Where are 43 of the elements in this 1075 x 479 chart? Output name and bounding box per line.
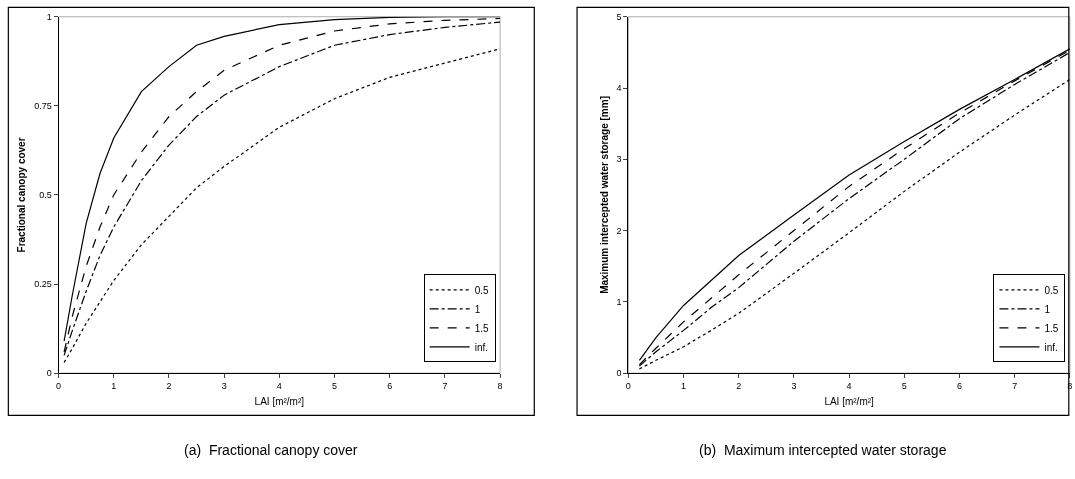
x-tick-label: 0 — [625, 380, 631, 391]
y-tick-label: 0.25 — [34, 279, 52, 290]
legend-label: 1.5 — [1044, 322, 1059, 334]
y-tick-label: 0 — [46, 368, 52, 379]
x-tick-label: 1 — [111, 380, 117, 391]
x-tick-label: 5 — [901, 380, 907, 391]
legend-label: 0.5 — [1044, 284, 1059, 296]
y-tick-label: 5 — [616, 11, 622, 22]
x-tick-label: 6 — [387, 380, 393, 391]
y-tick-label: 0.5 — [39, 190, 52, 201]
y-tick-label: 3 — [616, 154, 622, 165]
y-axis-title: Maximum intercepted water storage [mm] — [598, 96, 610, 294]
x-tick-label: 7 — [1012, 380, 1018, 391]
x-tick-label: 0 — [56, 380, 62, 391]
legend-label: 0.5 — [474, 284, 490, 296]
x-tick-label: 5 — [332, 380, 338, 391]
text: (b) Maximum intercepted water storage — [699, 442, 947, 458]
y-tick-label: 1 — [46, 11, 52, 22]
text: (a) Fractional canopy cover — [184, 442, 358, 458]
legend-label: inf. — [474, 341, 489, 353]
y-tick-label: 1 — [616, 297, 622, 308]
x-tick-label: 2 — [166, 380, 172, 391]
legend-label: 1.5 — [474, 322, 490, 334]
legend-label: 1 — [474, 303, 481, 315]
x-tick-label: 4 — [276, 380, 282, 391]
x-tick-label: 3 — [221, 380, 227, 391]
x-tick-label: 1 — [681, 380, 687, 391]
x-tick-label: 8 — [497, 380, 503, 391]
y-axis-title: Fractional canopy cover — [16, 137, 28, 253]
legend-label: inf. — [1044, 341, 1058, 353]
x-tick-label: 4 — [846, 380, 852, 391]
y-tick-label: 0 — [616, 368, 622, 379]
y-tick-label: 2 — [616, 225, 622, 236]
y-tick-label: 4 — [616, 83, 622, 94]
x-axis-title: LAI [m²/m²] — [254, 396, 305, 408]
y-tick-label: 0.75 — [34, 100, 52, 111]
x-tick-label: 6 — [956, 380, 962, 391]
x-tick-label: 2 — [736, 380, 742, 391]
x-tick-label: 3 — [791, 380, 797, 391]
x-tick-label: 8 — [1067, 380, 1073, 391]
x-tick-label: 7 — [442, 380, 448, 391]
legend-label: 1 — [1044, 303, 1051, 315]
x-axis-title: LAI [m²/m²] — [824, 396, 875, 408]
